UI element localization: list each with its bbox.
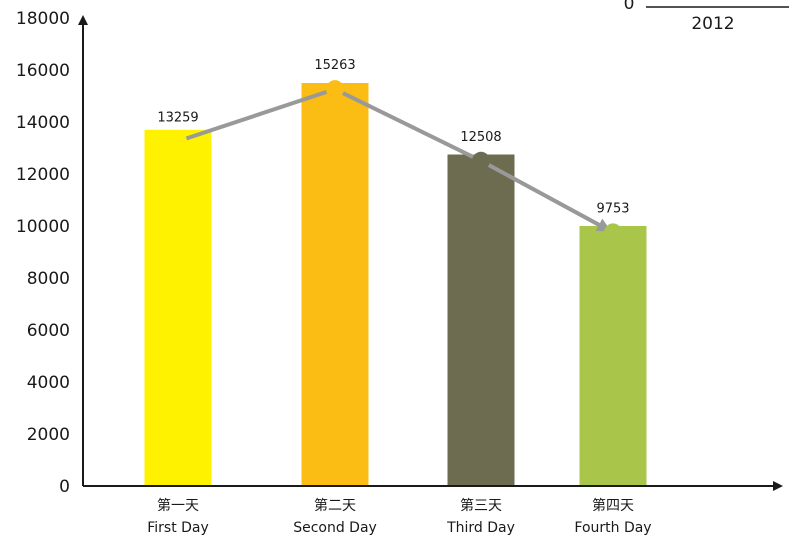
y-tick-label: 6000 — [27, 321, 70, 341]
y-tick-label: 8000 — [27, 269, 70, 289]
category-label-cn: 第二天 — [314, 497, 356, 514]
category-label-en: First Day — [147, 520, 209, 536]
bar-2 — [301, 83, 369, 486]
data-point-1 — [169, 132, 187, 151]
y-tick-label: 16000 — [16, 61, 70, 81]
category-label-cn: 第一天 — [157, 497, 199, 514]
bar-3 — [447, 154, 515, 486]
bar-4 — [579, 226, 647, 486]
bars — [144, 83, 647, 487]
line-points — [169, 80, 622, 242]
value-label-1: 13259 — [157, 110, 198, 125]
x-axis-labels: 第一天 First Day 第二天 Second Day 第三天 Third Day 第四天… — [147, 497, 651, 536]
category-label-en: Fourth Day — [574, 520, 651, 536]
y-tick-label: 18000 — [16, 9, 70, 29]
value-label-2: 15263 — [314, 58, 355, 73]
value-label-4: 9753 — [596, 201, 629, 216]
y-tick-label: 0 — [59, 477, 70, 497]
data-point-4 — [604, 223, 622, 242]
legend: 0 2012 — [624, 0, 789, 34]
legend-zero-label: 0 — [624, 0, 635, 14]
value-label-3: 12508 — [460, 130, 501, 145]
data-point-3 — [472, 151, 490, 170]
line-series — [177, 87, 612, 232]
trend-line — [177, 87, 612, 232]
y-axis-ticks: 0 2000 4000 6000 8000 10000 12000 14000 16000 180… — [16, 9, 70, 497]
category-label-en: Third Day — [446, 520, 515, 536]
legend-year-label: 2012 — [691, 14, 734, 34]
y-tick-label: 14000 — [16, 113, 70, 133]
category-label-cn: 第三天 — [460, 497, 502, 514]
category-label-en: Second Day — [293, 520, 377, 536]
bar-1 — [144, 129, 212, 487]
y-tick-label: 12000 — [16, 165, 70, 185]
y-tick-label: 4000 — [27, 373, 70, 393]
y-tick-label: 10000 — [16, 217, 70, 237]
data-point-2 — [326, 80, 344, 99]
category-label-cn: 第四天 — [592, 497, 634, 514]
y-tick-label: 2000 — [27, 425, 70, 445]
value-labels: 13259 15263 12508 9753 — [157, 58, 629, 216]
